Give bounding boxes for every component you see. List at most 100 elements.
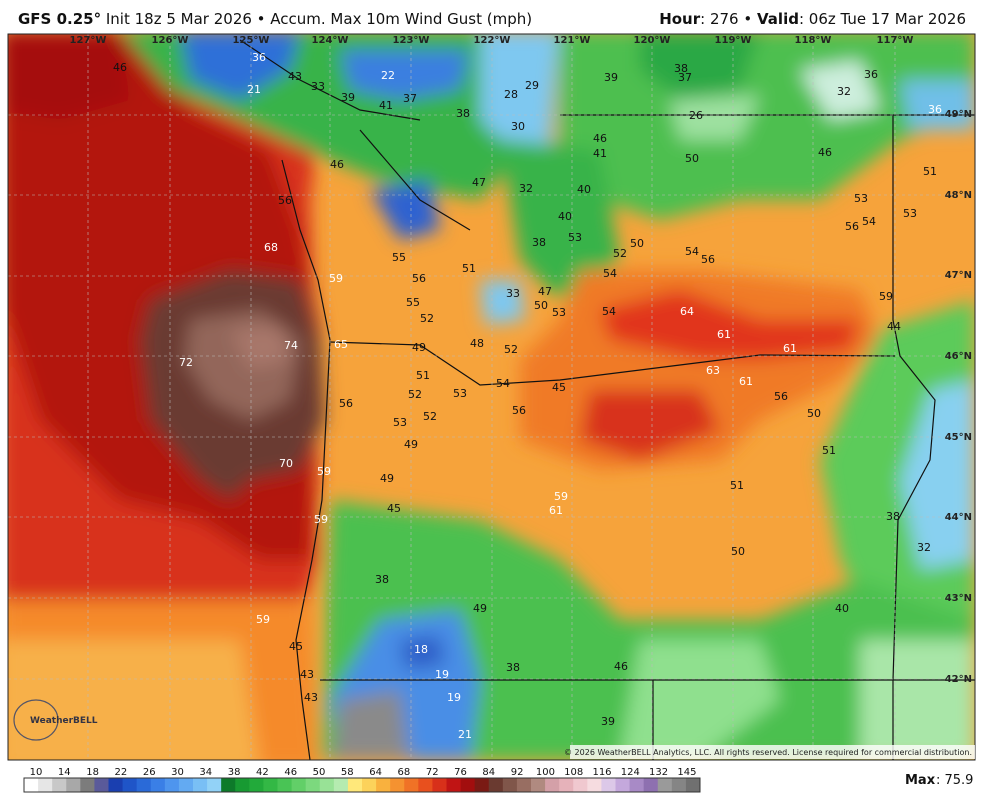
colorbar-label: 22: [115, 767, 128, 778]
colorbar-swatch: [94, 778, 109, 792]
point-value: 61: [717, 328, 731, 341]
colorbar-swatch: [347, 778, 363, 792]
point-value: 46: [113, 61, 127, 74]
max-value: : 75.9: [936, 773, 973, 788]
point-value: 19: [447, 691, 461, 704]
point-value: 53: [568, 231, 582, 244]
colorbar-label: 145: [677, 767, 696, 778]
colorbar-swatch: [488, 778, 504, 792]
point-value: 21: [458, 728, 472, 741]
colorbar-label: 50: [313, 767, 326, 778]
point-value: 59: [554, 490, 568, 503]
colorbar-swatch: [446, 778, 462, 792]
colorbar-swatch: [80, 778, 95, 792]
colorbar-swatch: [333, 778, 349, 792]
point-value: 43: [300, 668, 314, 681]
point-value: 64: [680, 305, 694, 318]
colorbar-swatch: [207, 778, 222, 792]
colorbar-swatch: [460, 778, 476, 792]
point-value: 51: [462, 262, 476, 275]
point-value: 56: [512, 404, 526, 417]
point-value: 36: [928, 103, 942, 116]
point-value: 51: [730, 479, 744, 492]
colorbar-label: 46: [284, 767, 297, 778]
point-value: 36: [252, 51, 266, 64]
wind-field: [8, 34, 975, 760]
colorbar-label: 84: [482, 767, 495, 778]
point-value: 30: [511, 120, 525, 133]
point-value: 43: [288, 70, 302, 83]
point-value: 50: [731, 545, 745, 558]
longitude-label: 124°W: [312, 35, 349, 46]
point-value: 59: [256, 613, 270, 626]
point-value: 54: [602, 305, 616, 318]
colorbar-swatch: [531, 778, 546, 792]
point-value: 18: [414, 643, 428, 656]
colorbar-label: 14: [58, 767, 71, 778]
point-value: 50: [685, 152, 699, 165]
longitude-label: 118°W: [795, 35, 832, 46]
point-value: 44: [887, 320, 901, 333]
point-value: 50: [630, 237, 644, 250]
point-value: 33: [311, 80, 325, 93]
point-value: 47: [538, 285, 552, 298]
colorbar-swatch: [193, 778, 208, 792]
colorbar-swatch: [164, 778, 180, 792]
colorbar-swatch: [587, 778, 602, 792]
point-value: 40: [577, 183, 591, 196]
longitude-label: 119°W: [715, 35, 752, 46]
longitude-label: 121°W: [554, 35, 591, 46]
colorbar-swatch: [376, 778, 391, 792]
colorbar-swatch: [432, 778, 447, 792]
point-value: 26: [689, 109, 703, 122]
colorbar-swatch: [52, 778, 67, 792]
point-value: 39: [341, 91, 355, 104]
point-value: 56: [774, 390, 788, 403]
separator: •: [743, 10, 753, 28]
point-value: 21: [247, 83, 261, 96]
point-value: 37: [403, 92, 417, 105]
colorbar-swatch: [108, 778, 124, 792]
hour-label: Hour: [659, 10, 701, 28]
colorbar-label: 26: [143, 767, 156, 778]
point-value: 48: [470, 337, 484, 350]
point-value: 46: [818, 146, 832, 159]
point-value: 46: [593, 132, 607, 145]
point-value: 56: [845, 220, 859, 233]
colorbar-swatch: [122, 778, 138, 792]
point-value: 32: [519, 182, 533, 195]
colorbar-swatch: [221, 778, 236, 792]
point-value: 39: [604, 71, 618, 84]
colorbar-swatch: [66, 778, 81, 792]
colorbar-label: 38: [228, 767, 241, 778]
colorbar-label: 34: [199, 767, 212, 778]
colorbar-swatch: [629, 778, 645, 792]
point-value: 65: [334, 338, 348, 351]
point-value: 49: [404, 438, 418, 451]
colorbar-swatch: [685, 778, 701, 792]
colorbar-label: 58: [341, 767, 354, 778]
point-value: 53: [903, 207, 917, 220]
latitude-label: 49°N: [945, 109, 972, 120]
longitude-label: 120°W: [634, 35, 671, 46]
longitude-label: 126°W: [152, 35, 189, 46]
colorbar-swatch: [474, 778, 490, 792]
point-value: 56: [278, 194, 292, 207]
point-value: 53: [552, 306, 566, 319]
colorbar-swatch: [601, 778, 616, 792]
point-value: 63: [706, 364, 720, 377]
point-value: 43: [304, 691, 318, 704]
valid-label: Valid: [757, 10, 799, 28]
colorbar-label: 42: [256, 767, 269, 778]
colorbar-swatch: [319, 778, 335, 792]
longitude-label: 122°W: [474, 35, 511, 46]
colorbar-label: 92: [511, 767, 524, 778]
point-value: 38: [532, 236, 546, 249]
point-value: 59: [879, 290, 893, 303]
max-label: Max: [905, 773, 936, 788]
point-value: 40: [558, 210, 572, 223]
colorbar-label: 132: [649, 767, 668, 778]
hour: : 276: [700, 10, 739, 28]
point-value: 53: [854, 192, 868, 205]
